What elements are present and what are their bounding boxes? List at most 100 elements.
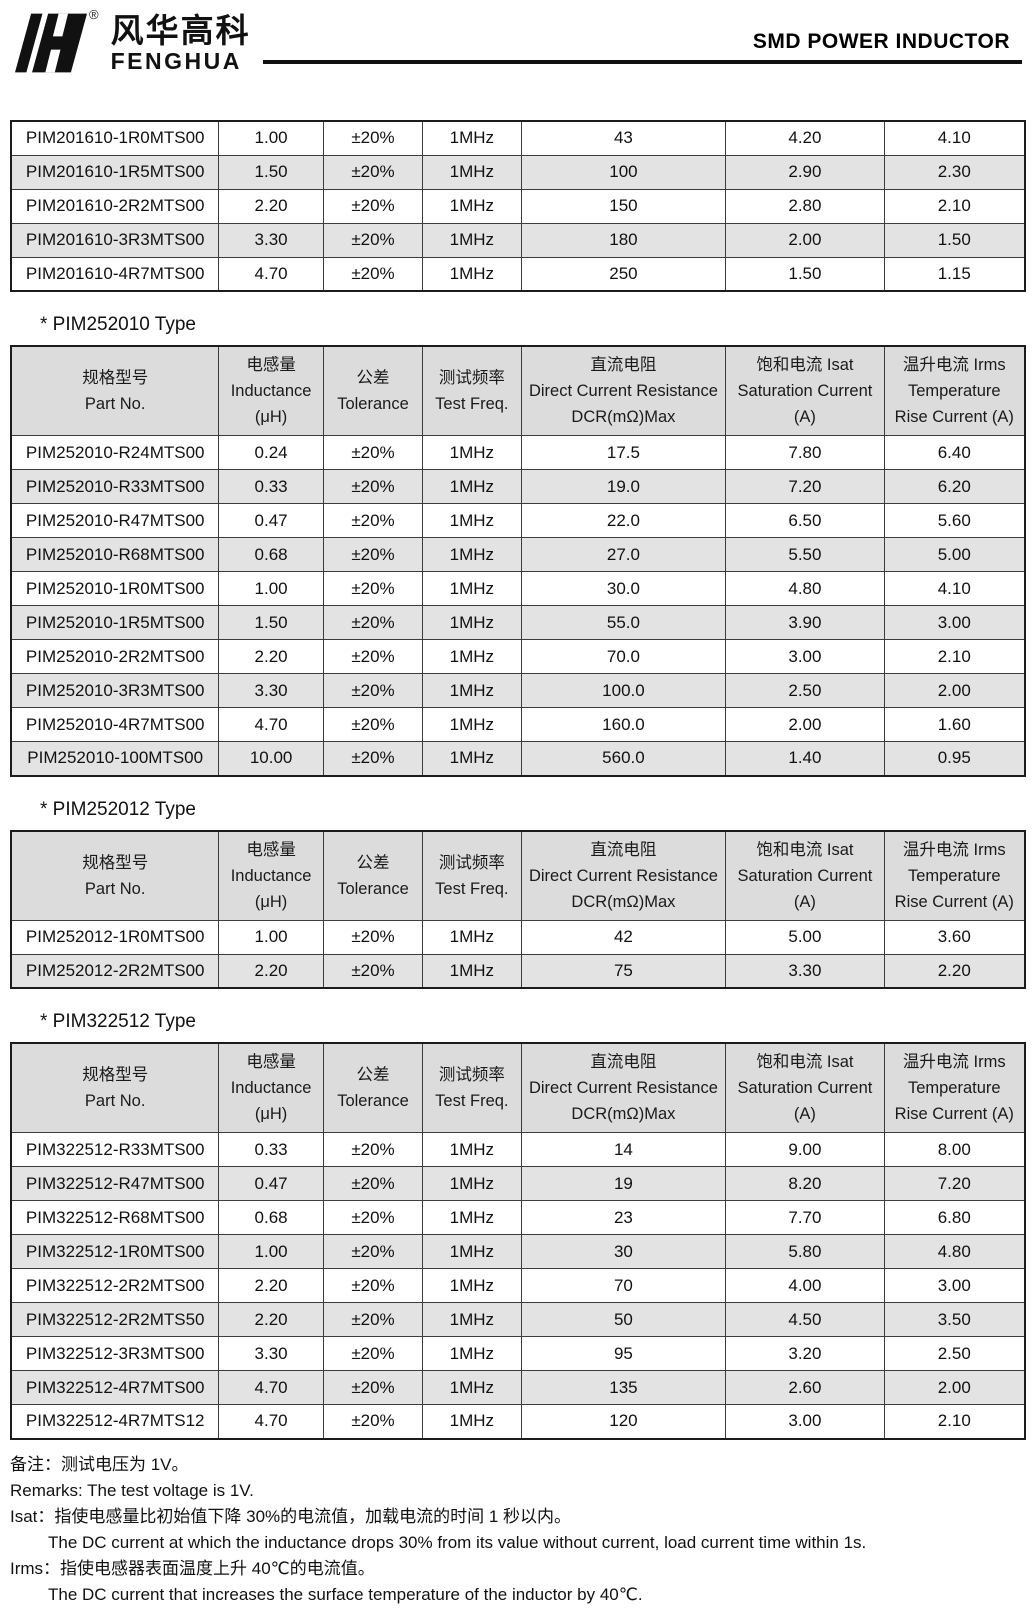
test-freq-column-header: 测试频率 Test Freq. — [422, 1042, 522, 1133]
part-no-cell: PIM252010-4R7MTS00 — [10, 707, 220, 742]
part-no-cell: PIM322512-2R2MTS00 — [10, 1268, 220, 1303]
tolerance-cell: ±20% — [322, 1166, 424, 1201]
dcr-cell: 22.0 — [520, 503, 727, 538]
irms-cell: 0.95 — [883, 741, 1026, 776]
dcr-cell: 19.0 — [520, 469, 727, 504]
test-freq-cell: 1MHz — [422, 707, 522, 742]
isat-cell: 6.50 — [725, 503, 885, 538]
tolerance-cell: ±20% — [322, 1302, 424, 1337]
part-no-cell: PIM252010-R24MTS00 — [10, 435, 220, 470]
section-title: * PIM252010 Type — [40, 314, 196, 335]
inductance-cell: 2.20 — [218, 1302, 324, 1337]
dcr-cell: 120 — [520, 1404, 727, 1439]
table-row: PIM252010-R33MTS00 0.33 ±20% 1MHz 19.0 7.20 6.… — [10, 469, 1026, 504]
part-no-cell: PIM252010-1R5MTS00 — [10, 605, 220, 640]
dcr-cell: 50 — [520, 1302, 727, 1337]
tolerance-cell: ±20% — [322, 435, 424, 470]
isat-cell: 2.00 — [725, 222, 885, 258]
table-row: PIM201610-3R3MTS00 3.30 ±20% 1MHz 180 2.00 1.5… — [10, 222, 1026, 258]
table-row: PIM201610-4R7MTS00 4.70 ±20% 1MHz 250 1.50 1.1… — [10, 256, 1026, 292]
inductance-cell: 0.33 — [218, 1132, 324, 1167]
part-no-cell: PIM201610-3R3MTS00 — [10, 222, 220, 258]
table-row: PIM201610-2R2MTS00 2.20 ±20% 1MHz 150 2.80 2.1… — [10, 188, 1026, 224]
tolerance-cell: ±20% — [322, 605, 424, 640]
part-no-cell: PIM201610-1R5MTS00 — [10, 154, 220, 190]
dcr-cell: 42 — [520, 919, 727, 955]
isat-cell: 4.80 — [725, 571, 885, 606]
inductance-column-header: 电感量 Inductance (μH) — [218, 830, 324, 921]
spec-section: PIM201610-1R0MTS00 1.00 ±20% 1MHz 43 4.20 4.10… — [10, 120, 1026, 292]
isat-cell: 3.30 — [725, 953, 885, 989]
tolerance-cell: ±20% — [322, 469, 424, 504]
isat-cell: 1.50 — [725, 256, 885, 292]
inductance-cell: 0.24 — [218, 435, 324, 470]
part-no-cell: PIM252010-3R3MTS00 — [10, 673, 220, 708]
inductance-cell: 1.00 — [218, 919, 324, 955]
table-row: PIM201610-1R0MTS00 1.00 ±20% 1MHz 43 4.20 4.10 — [10, 120, 1026, 156]
inductance-cell: 1.00 — [218, 571, 324, 606]
inductance-column-header: 电感量 Inductance (μH) — [218, 1042, 324, 1133]
part-no-cell: PIM322512-4R7MTS12 — [10, 1404, 220, 1439]
part-no-cell: PIM252010-R47MTS00 — [10, 503, 220, 538]
part-no-cell: PIM201610-2R2MTS00 — [10, 188, 220, 224]
inductance-cell: 1.50 — [218, 154, 324, 190]
tolerance-cell: ±20% — [322, 707, 424, 742]
isat-cell: 7.70 — [725, 1200, 885, 1235]
header-rule — [263, 60, 1022, 64]
isat-column-header: 饱和电流 Isat Saturation Current (A) — [725, 1042, 885, 1133]
inductance-cell: 4.70 — [218, 1370, 324, 1405]
tolerance-cell: ±20% — [322, 639, 424, 674]
irms-cell: 3.00 — [883, 605, 1026, 640]
table-row: PIM322512-4R7MTS00 4.70 ±20% 1MHz 135 2.60 2.0… — [10, 1370, 1026, 1405]
spec-section: * PIM322512 Type 规格型号 Part No. 电感量 Inductanc… — [10, 1011, 1026, 1440]
part-no-cell: PIM252010-R33MTS00 — [10, 469, 220, 504]
inductance-cell: 2.20 — [218, 953, 324, 989]
tolerance-cell: ±20% — [322, 154, 424, 190]
spec-section: * PIM252010 Type 规格型号 Part No. 电感量 Inductanc… — [10, 314, 1026, 777]
dcr-cell: 180 — [520, 222, 727, 258]
inductance-cell: 2.20 — [218, 188, 324, 224]
part-no-cell: PIM252012-1R0MTS00 — [10, 919, 220, 955]
part-no-cell: PIM322512-1R0MTS00 — [10, 1234, 220, 1269]
brand-name-english: FENGHUA — [110, 47, 242, 74]
table-row: PIM322512-2R2MTS50 2.20 ±20% 1MHz 50 4.50 3.50 — [10, 1302, 1026, 1337]
isat-cell: 4.20 — [725, 120, 885, 156]
test-freq-cell: 1MHz — [422, 222, 522, 258]
irms-cell: 3.00 — [883, 1268, 1026, 1303]
irms-cell: 5.60 — [883, 503, 1026, 538]
tolerance-column-header: 公差 Tolerance — [322, 830, 424, 921]
tolerance-cell: ±20% — [322, 1200, 424, 1235]
brand-text: 风华高科 FENGHUA — [110, 12, 251, 74]
isat-cell: 2.60 — [725, 1370, 885, 1405]
spec-table: 规格型号 Part No. 电感量 Inductance (μH) 公差 Tolerance… — [10, 345, 1026, 777]
table-row: PIM252010-R24MTS00 0.24 ±20% 1MHz 17.5 7.80 6.… — [10, 435, 1026, 470]
part-no-cell: PIM322512-2R2MTS50 — [10, 1302, 220, 1337]
test-freq-cell: 1MHz — [422, 1336, 522, 1371]
test-freq-cell: 1MHz — [422, 256, 522, 292]
irms-cell: 2.10 — [883, 188, 1026, 224]
isat-cell: 9.00 — [725, 1132, 885, 1167]
brand-name-chinese: 风华高科 — [110, 12, 251, 49]
spec-section: * PIM252012 Type 规格型号 Part No. 电感量 Inductanc… — [10, 799, 1026, 989]
part-no-cell: PIM252010-1R0MTS00 — [10, 571, 220, 606]
tolerance-cell: ±20% — [322, 673, 424, 708]
part-no-column-header: 规格型号 Part No. — [10, 1042, 220, 1133]
brand: ® 风华高科 FENGHUA — [15, 8, 263, 74]
part-no-cell: PIM322512-3R3MTS00 — [10, 1336, 220, 1371]
tolerance-cell: ±20% — [322, 503, 424, 538]
test-freq-cell: 1MHz — [422, 435, 522, 470]
irms-cell: 4.80 — [883, 1234, 1026, 1269]
isat-cell: 7.80 — [725, 435, 885, 470]
dcr-cell: 55.0 — [520, 605, 727, 640]
spec-table: PIM201610-1R0MTS00 1.00 ±20% 1MHz 43 4.20 4.10… — [10, 120, 1026, 292]
dcr-column-header: 直流电阻 Direct Current Resistance DCR(mΩ)Max — [520, 830, 727, 921]
test-freq-cell: 1MHz — [422, 120, 522, 156]
test-freq-cell: 1MHz — [422, 1302, 522, 1337]
isat-cell: 5.80 — [725, 1234, 885, 1269]
page-header: ® 风华高科 FENGHUA SMD POWER INDUCTOR — [0, 8, 1036, 94]
tolerance-cell: ±20% — [322, 919, 424, 955]
dcr-cell: 14 — [520, 1132, 727, 1167]
table-row: PIM252010-1R5MTS00 1.50 ±20% 1MHz 55.0 3.90 3.… — [10, 605, 1026, 640]
inductance-cell: 2.20 — [218, 639, 324, 674]
part-no-column-header: 规格型号 Part No. — [10, 830, 220, 921]
